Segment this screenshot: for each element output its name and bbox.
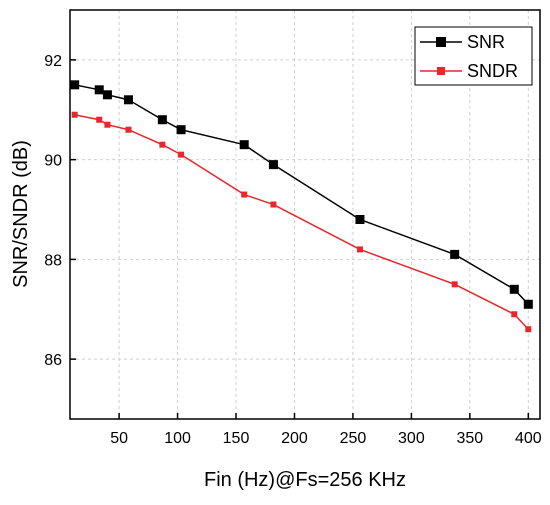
series-line-sndr: [74, 114, 529, 330]
data-point-snr: [509, 284, 519, 294]
data-point-sndr: [104, 121, 111, 128]
x-tick-label: 200: [281, 430, 308, 447]
x-axis-title: Fin (Hz)@Fs=256 KHz: [204, 469, 406, 491]
y-tick-label: 86: [44, 352, 62, 369]
data-point-snr: [523, 299, 533, 309]
y-axis-title: SNR/SNDR (dB): [10, 140, 32, 288]
y-tick-label: 92: [44, 53, 62, 70]
legend-label-sndr: SNDR: [467, 61, 518, 81]
data-point-sndr: [178, 151, 185, 158]
data-point-sndr: [270, 201, 277, 208]
legend-label-snr: SNR: [467, 32, 505, 52]
data-point-snr: [450, 249, 460, 259]
data-point-sndr: [159, 141, 166, 148]
data-point-sndr: [511, 311, 518, 318]
ticks: 50 100 150 200 250 300 350 400 86 88 90 92: [44, 53, 542, 447]
data-point-snr: [176, 125, 186, 135]
data-point-snr: [102, 90, 112, 100]
data-point-sndr: [125, 126, 132, 133]
legend-marker-snr: [436, 37, 446, 47]
y-tick-label: 88: [44, 252, 62, 269]
data-point-sndr: [356, 246, 363, 253]
legend: SNR SNDR: [414, 26, 533, 86]
x-tick-label: 100: [164, 430, 191, 447]
x-tick-label: 400: [515, 430, 542, 447]
data-point-snr: [123, 95, 133, 105]
x-tick-label: 50: [110, 430, 128, 447]
legend-box: [414, 26, 533, 86]
data-point-snr: [355, 214, 365, 224]
x-tick-label: 250: [340, 430, 367, 447]
x-tick-label: 150: [223, 430, 250, 447]
data-point-snr: [239, 140, 249, 150]
y-tick-label: 90: [44, 153, 62, 170]
data-point-sndr: [71, 111, 78, 118]
x-tick-label: 350: [456, 430, 483, 447]
data-point-sndr: [525, 326, 532, 333]
series-layer: [70, 80, 533, 333]
legend-marker-sndr: [437, 67, 445, 75]
data-point-snr: [70, 80, 80, 90]
x-tick-label: 300: [398, 430, 425, 447]
data-point-sndr: [96, 116, 103, 123]
data-point-snr: [94, 85, 104, 95]
series-line-snr: [74, 84, 529, 305]
data-point-snr: [268, 160, 278, 170]
data-point-sndr: [451, 281, 458, 288]
data-point-sndr: [241, 191, 248, 198]
plot-frame: [69, 9, 541, 420]
data-point-snr: [157, 115, 167, 125]
